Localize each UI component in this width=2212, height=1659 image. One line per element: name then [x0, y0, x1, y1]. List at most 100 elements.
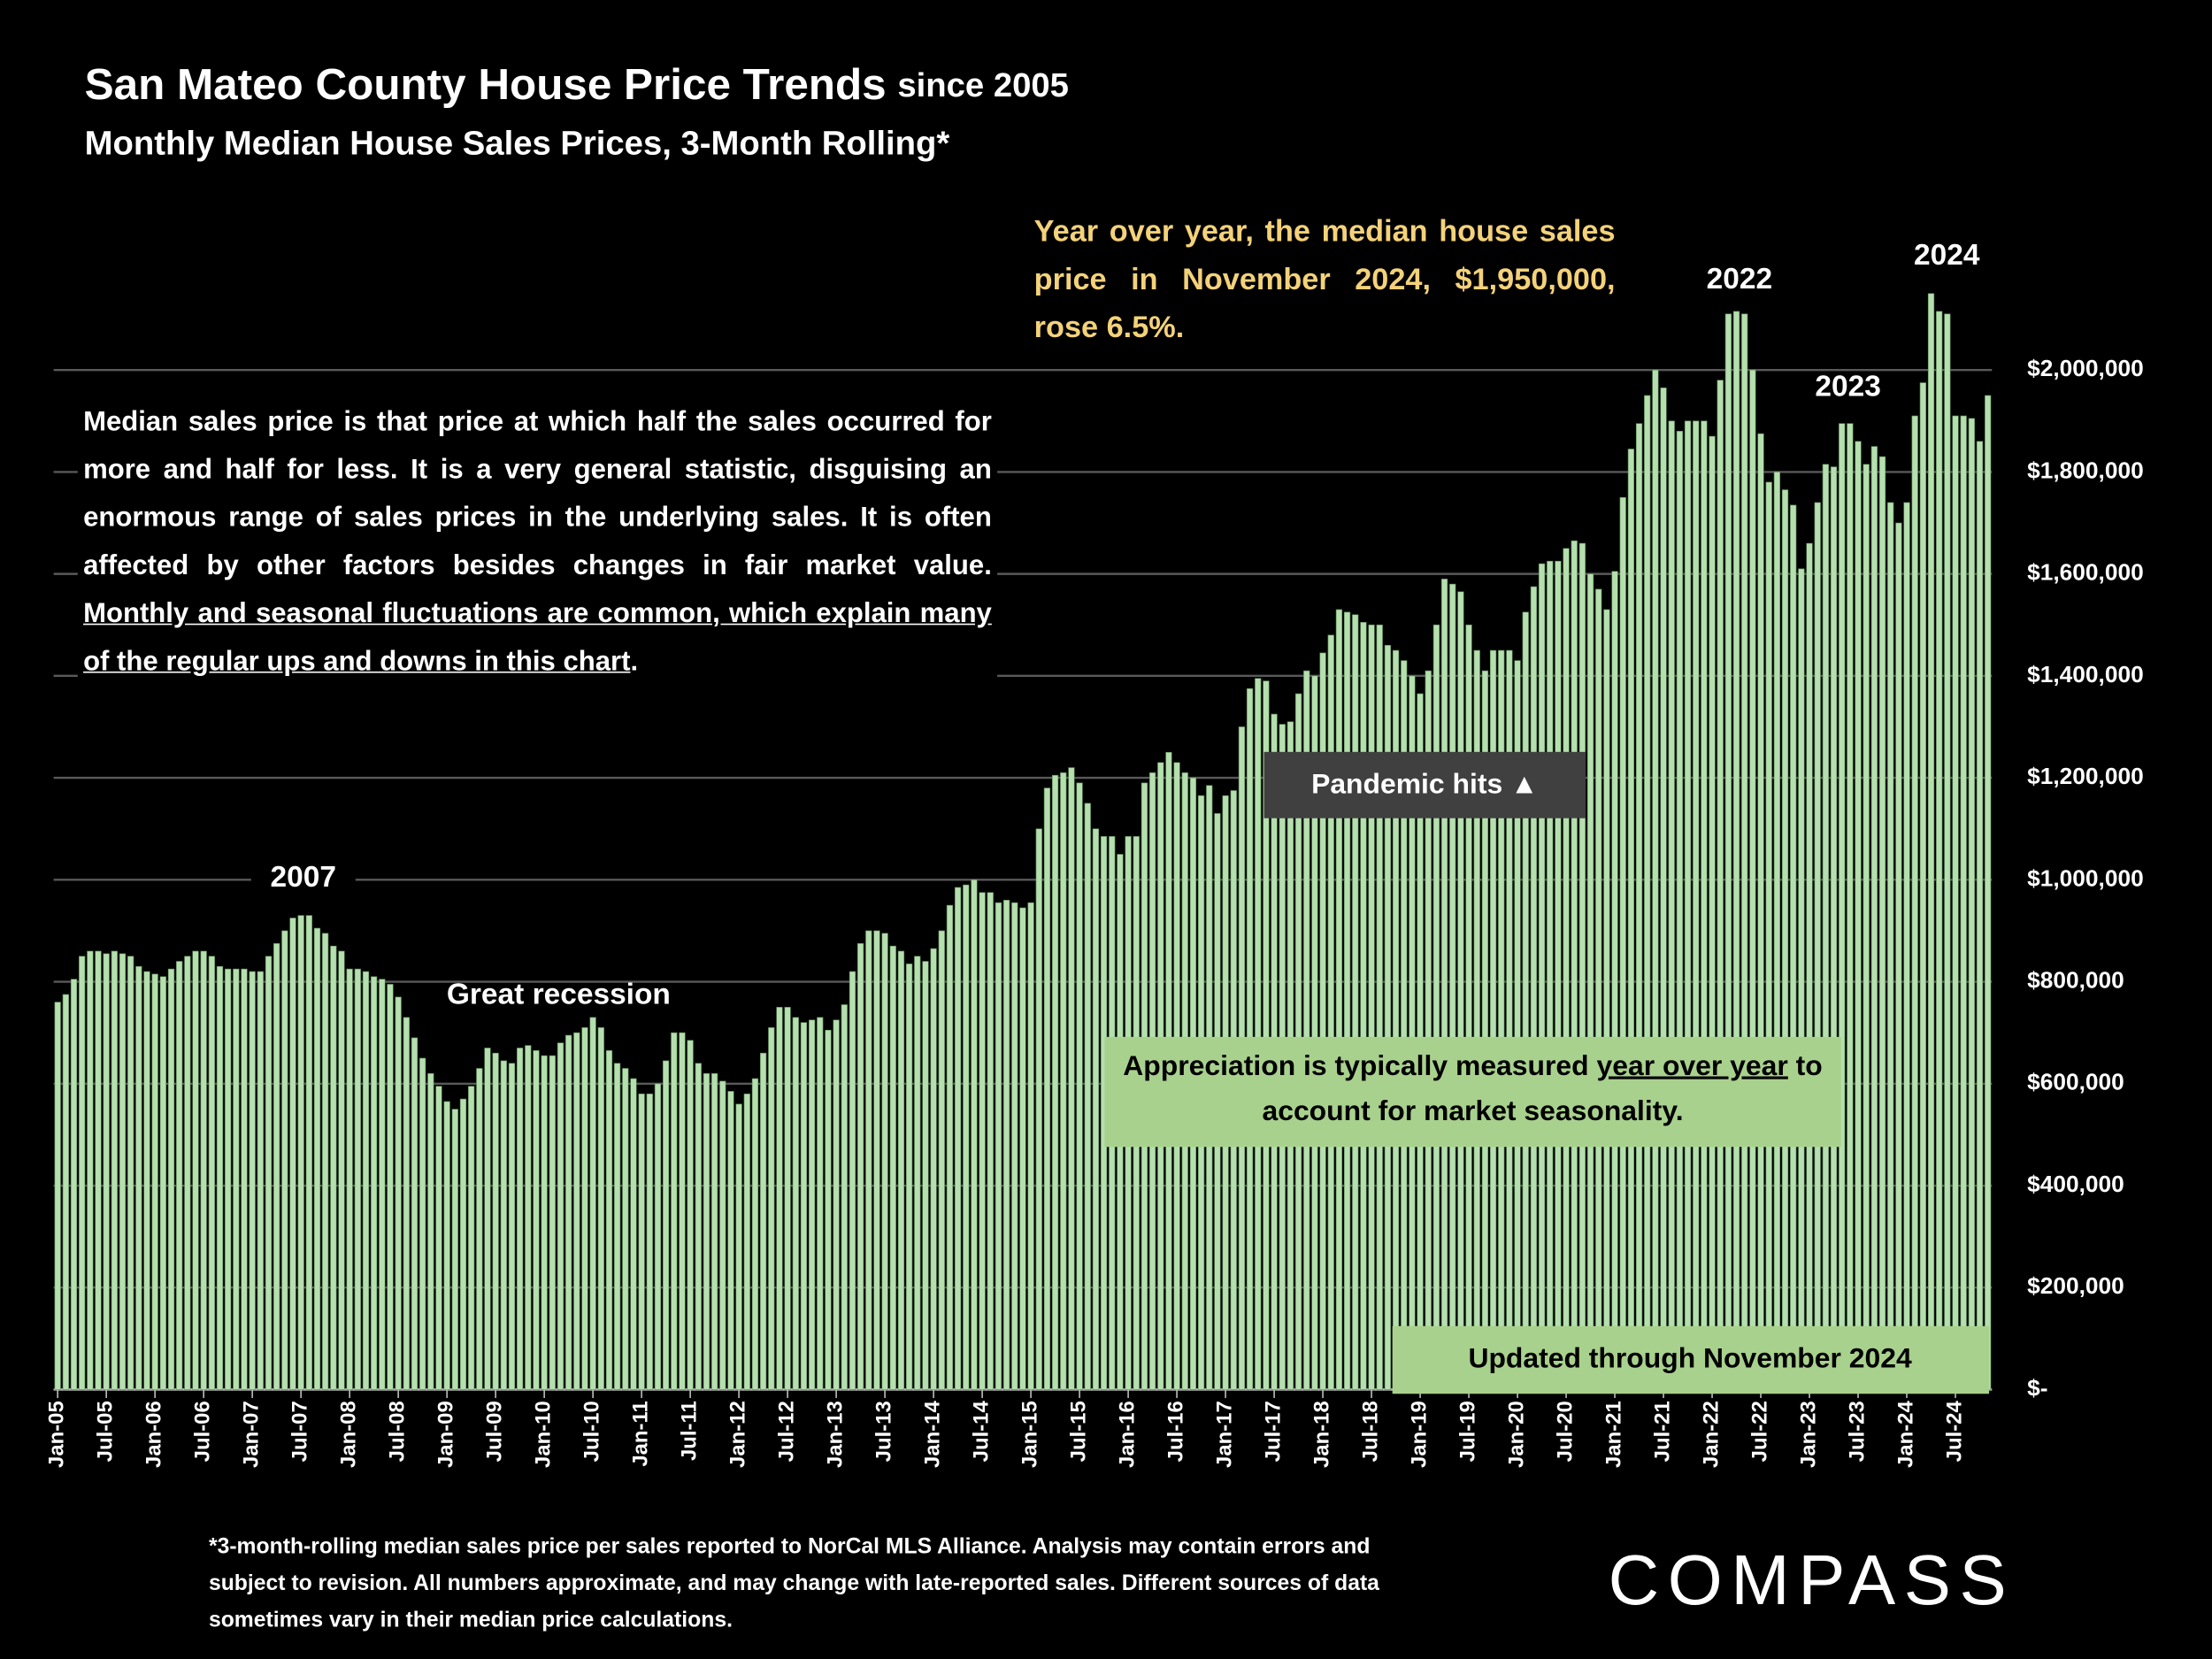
bar [500, 1060, 507, 1390]
bar [1352, 614, 1359, 1390]
bar [1814, 502, 1821, 1390]
bar [817, 1017, 824, 1390]
appreciation-start: Appreciation is typically measured [1123, 1050, 1589, 1082]
bar [971, 879, 978, 1390]
updated-note: Updated through November 2024 [1468, 1341, 1912, 1373]
bar [1440, 579, 1448, 1390]
bar [1919, 382, 1926, 1390]
bar [1717, 380, 1724, 1390]
bar [792, 1017, 799, 1390]
bar [808, 1019, 816, 1390]
x-tick-label: Jul-16 [1164, 1401, 1187, 1462]
bar [800, 1022, 808, 1390]
bar [200, 950, 207, 1390]
y-tick-label: $1,600,000 [2027, 559, 2144, 586]
bar [143, 971, 150, 1390]
bar [225, 968, 232, 1390]
bar [1619, 496, 1626, 1390]
bar [305, 915, 312, 1390]
bar [1911, 415, 1918, 1390]
bar [1530, 586, 1538, 1390]
x-tick-label: Jul-06 [190, 1401, 214, 1462]
label-bg [250, 860, 356, 898]
bar [1002, 900, 1010, 1390]
bar [1563, 548, 1570, 1390]
bar [1968, 418, 1975, 1390]
bar [1944, 313, 1951, 1390]
bar [995, 902, 1002, 1390]
bar [1578, 542, 1586, 1390]
bar [492, 1052, 499, 1390]
bar [1457, 591, 1464, 1390]
bar [1741, 313, 1748, 1390]
x-tick-label: Jan-21 [1601, 1401, 1625, 1468]
bar [541, 1055, 548, 1390]
bar [459, 1098, 467, 1390]
bar [1652, 369, 1659, 1390]
bar [1522, 611, 1529, 1390]
bar [1781, 489, 1789, 1390]
bar [387, 984, 394, 1390]
bar [825, 1029, 832, 1390]
bar [581, 1027, 588, 1390]
x-tick-label: Jan-20 [1504, 1401, 1528, 1468]
bar [427, 1072, 434, 1390]
bar [1027, 902, 1034, 1390]
bar [508, 1063, 516, 1390]
bar [1611, 571, 1618, 1390]
x-tick-label: Jan-06 [142, 1401, 165, 1468]
bar [711, 1072, 718, 1390]
bar [273, 943, 280, 1390]
bar [849, 971, 856, 1390]
appreciation-note: Appreciation is typically measured year … [1115, 1044, 1832, 1134]
bar [346, 968, 353, 1390]
bar [249, 971, 256, 1390]
bar [451, 1109, 458, 1390]
footnote-box: *3-month-rolling median sales price per … [209, 1535, 1379, 1632]
annotation-recession: Great recession [447, 978, 671, 1010]
bar [1586, 573, 1594, 1390]
bar [1595, 588, 1602, 1390]
bar [573, 1032, 580, 1390]
y-tick-label: $1,800,000 [2027, 457, 2144, 483]
x-tick-label: Jan-11 [628, 1401, 652, 1466]
bar [1798, 568, 1805, 1390]
bar [103, 953, 110, 1390]
bar [135, 965, 142, 1390]
bar [1555, 560, 1562, 1390]
bar [1376, 624, 1383, 1390]
x-tick-label: Jan-18 [1310, 1401, 1333, 1468]
bar [297, 915, 304, 1390]
bar [1360, 622, 1367, 1390]
bar [1060, 772, 1067, 1390]
bar [371, 976, 378, 1390]
title-suffix: since 2005 [897, 66, 1069, 104]
x-tick-label: Jan-12 [726, 1401, 749, 1468]
bar [1465, 624, 1472, 1390]
bar [411, 1037, 419, 1390]
bar [1547, 560, 1554, 1390]
bar [184, 956, 191, 1390]
x-tick-label: Jul-09 [482, 1401, 506, 1462]
x-tick-label: Jan-22 [1699, 1401, 1723, 1468]
bar [95, 950, 102, 1390]
bar [1878, 456, 1886, 1390]
bar [119, 953, 127, 1390]
bar [614, 1063, 621, 1390]
x-tick-label: Jan-15 [1018, 1401, 1041, 1468]
bar [192, 950, 199, 1390]
bar [1855, 441, 1862, 1390]
y-tick-label: $1,400,000 [2027, 661, 2144, 687]
x-tick-label: Jan-19 [1407, 1401, 1431, 1468]
bar [257, 971, 264, 1390]
bar [468, 1086, 475, 1390]
x-tick-label: Jan-07 [239, 1401, 263, 1468]
bar [1263, 680, 1270, 1390]
appreciation-text: Appreciation is typically measured year … [1115, 1044, 1832, 1134]
annotation-2024: 2024 [1914, 239, 1980, 272]
bar [963, 884, 970, 1390]
x-tick-label: Jan-08 [336, 1401, 360, 1468]
explanation-text: Median sales price is that price at whic… [83, 406, 992, 581]
bar [565, 1034, 572, 1390]
